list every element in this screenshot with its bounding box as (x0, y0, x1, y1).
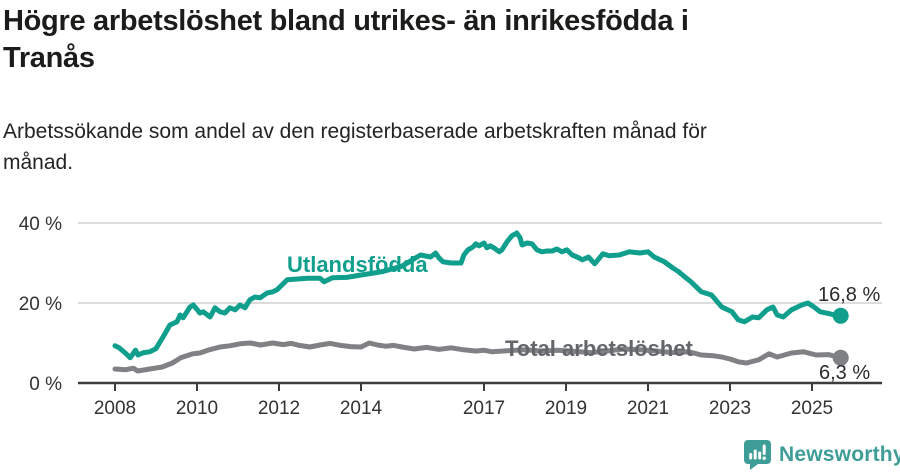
unemployment-line-chart: 0 % 20 % 40 % 2008 2010 2012 2014 2017 2019 2021… (19, 214, 882, 419)
subtitle-line2: månad. (3, 151, 74, 174)
series-line-utlandsfodda (112, 230, 844, 361)
series-end-value-label: 6,3 % (819, 362, 870, 384)
newsworthy-logo[interactable]: Newsworthy (744, 440, 900, 470)
x-axis: 2008 2010 2012 2014 2017 2019 2021 2023 2025 (78, 381, 882, 419)
brand-name: Newsworthy (779, 443, 900, 466)
title-line1: Högre arbetslöshet bland utrikes- än inr… (3, 5, 689, 37)
x-tick-label: 2023 (709, 398, 751, 419)
y-tick-label: 20 % (19, 294, 62, 315)
data-series (112, 230, 849, 374)
newsworthy-speech-bubble-bar-chart-icon (744, 440, 771, 470)
y-tick-label: 0 % (29, 374, 62, 395)
x-tick-label: 2021 (627, 398, 669, 419)
x-tick-label: 2012 (258, 398, 300, 419)
x-tick-label: 2025 (791, 398, 833, 419)
x-tick-label: 2010 (176, 398, 218, 419)
series-label: Utlandsfödda (287, 252, 428, 277)
chart-labels: Utlandsfödda 16,8 % Total arbetslöshet 6,3 … (287, 252, 880, 384)
series-end-dot (832, 349, 849, 366)
title-line2: Tranås (3, 42, 95, 74)
page-title: Högre arbetslöshet bland utrikes- än inr… (3, 3, 689, 77)
x-tick-label: 2014 (340, 398, 383, 419)
x-tick-label: 2008 (94, 398, 136, 419)
series-label: Total arbetslöshet (505, 336, 694, 361)
x-tick-label: 2019 (545, 398, 587, 419)
y-tick-label: 40 % (19, 214, 62, 235)
series-end-value-label: 16,8 % (818, 284, 880, 306)
series-line-total (112, 340, 844, 374)
series-end-dot (832, 307, 849, 324)
subtitle-line1: Arbetssökande som andel av den registerb… (3, 120, 707, 143)
x-tick-label: 2017 (463, 398, 505, 419)
gridlines: 0 % 20 % 40 % (19, 214, 882, 395)
chart-subtitle: Arbetssökande som andel av den registerb… (3, 116, 707, 178)
